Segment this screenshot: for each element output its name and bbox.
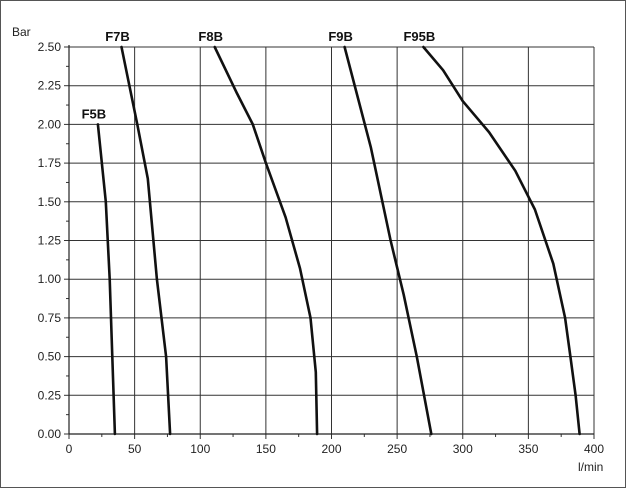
series-label-f9b: F9B <box>328 29 353 44</box>
y-tick-label: 0.50 <box>38 350 62 364</box>
x-tick-label: 0 <box>66 442 73 456</box>
y-tick-label: 0.00 <box>38 427 62 441</box>
y-tick-label: 1.00 <box>38 272 62 286</box>
x-tick-label: 50 <box>128 442 142 456</box>
y-tick-label: 0.25 <box>38 388 62 402</box>
y-axis-label: Bar <box>12 25 31 39</box>
series-label-f95b: F95B <box>403 29 435 44</box>
x-tick-label: 400 <box>584 442 604 456</box>
series-labels: F5B F7B F8B F9B F95B <box>82 29 436 121</box>
x-tick-label: 150 <box>256 442 276 456</box>
series-line-f5b <box>96 123 117 436</box>
series-label-f8b: F8B <box>198 29 223 44</box>
x-tick-label: 100 <box>190 442 210 456</box>
series-line-f95b <box>422 45 581 436</box>
series-line-f8b <box>213 45 319 436</box>
axes <box>68 45 594 435</box>
y-tick-label: 1.25 <box>38 234 62 248</box>
series-lines <box>96 45 581 436</box>
x-tick-label: 350 <box>518 442 538 456</box>
x-tick-label: 300 <box>453 442 473 456</box>
y-tick-label: 2.25 <box>38 79 62 93</box>
y-tick-labels: 0.00 0.25 0.50 0.75 1.00 1.25 1.50 1.75 2.00 2.25… <box>38 40 62 441</box>
series-label-f5b: F5B <box>82 106 107 121</box>
y-tick-label: 0.75 <box>38 311 62 325</box>
x-tick-labels: 0 50 100 150 200 250 300 350 400 <box>66 442 605 456</box>
x-axis-label: l/min <box>578 460 603 474</box>
tick-marks <box>64 46 595 439</box>
y-tick-label: 1.50 <box>38 195 62 209</box>
y-tick-label: 1.75 <box>38 156 62 170</box>
grid <box>69 46 595 434</box>
y-tick-label: 2.00 <box>38 117 62 131</box>
series-line-f9b <box>343 45 433 436</box>
series-line-f7b <box>120 45 172 436</box>
x-tick-label: 200 <box>321 442 341 456</box>
x-tick-label: 250 <box>387 442 407 456</box>
y-tick-label: 2.50 <box>38 40 62 54</box>
series-label-f7b: F7B <box>105 29 130 44</box>
